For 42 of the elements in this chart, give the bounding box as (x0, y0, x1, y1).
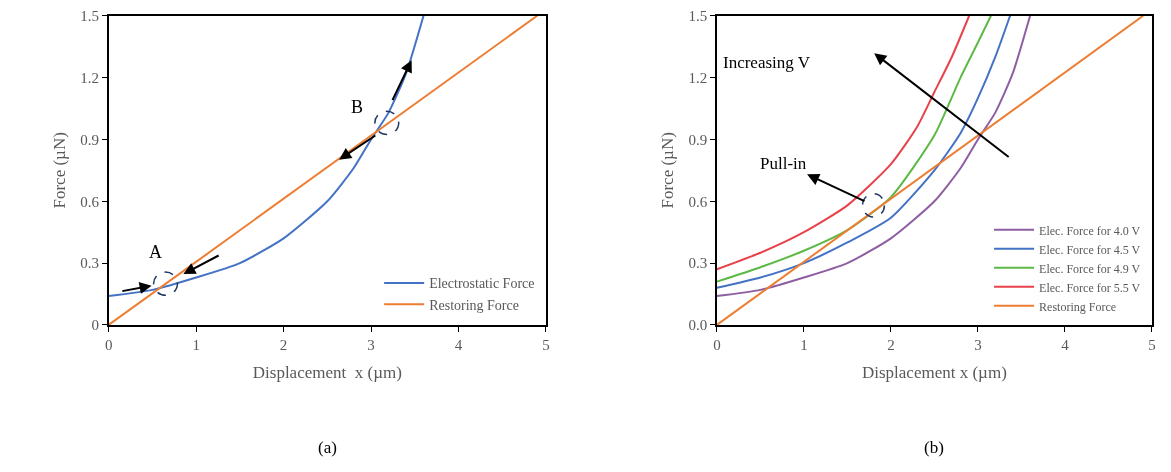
y-tick-label: 0.3 (688, 255, 708, 272)
x-tick-label: 1 (800, 336, 808, 353)
legend-label: Elec. Force for 5.5 V (1039, 280, 1141, 295)
y-tick-label: 0.0 (688, 317, 708, 334)
y-tick-label: 1.2 (688, 69, 708, 86)
text: (a) (318, 438, 337, 457)
y-tick-label: 1.2 (80, 69, 99, 86)
y-tick-label: 0.9 (80, 131, 99, 148)
y-tick-label: 1.5 (688, 8, 708, 24)
y-tick-label: 0.9 (688, 131, 708, 148)
y-axis-title: Force (µN) (658, 132, 678, 209)
annotation: Increasing V (723, 53, 811, 72)
annotation: B (351, 97, 364, 117)
annotation: A (149, 242, 162, 262)
legend-label: Elec. Force for 4.5 V (1039, 242, 1141, 257)
y-tick-label: 0.3 (80, 255, 99, 272)
text: (b) (924, 438, 944, 457)
legend-label: Elec. Force for 4.9 V (1039, 261, 1141, 276)
legend-label: Electrostatic Force (429, 276, 535, 292)
x-axis-title: Displacement x (µm) (252, 362, 402, 382)
y-tick-label: 1.5 (80, 8, 99, 24)
x-tick-label: 5 (542, 336, 550, 353)
legend-label: Elec. Force for 4.0 V (1039, 223, 1141, 238)
x-tick-label: 4 (1061, 336, 1070, 353)
x-tick-label: 5 (1148, 336, 1156, 353)
x-tick-label: 2 (887, 336, 895, 353)
legend-label: Restoring Force (1039, 299, 1117, 314)
y-tick-label: 0.6 (80, 193, 100, 210)
y-tick-label: 0.6 (688, 193, 708, 210)
x-tick-label: 2 (279, 336, 288, 353)
x-tick-label: 3 (367, 336, 375, 353)
legend-label: Restoring Force (429, 297, 519, 313)
annotation: Pull-in (760, 154, 807, 173)
y-tick-label: 0 (91, 317, 99, 334)
line-series (108, 15, 425, 298)
x-tick-label: 4 (454, 336, 463, 353)
x-tick-label: 0 (104, 336, 113, 353)
x-tick-label: 0 (713, 336, 721, 353)
x-tick-label: 3 (974, 336, 982, 353)
x-axis-title: Displacement x (µm) (861, 362, 1007, 382)
x-tick-label: 1 (192, 336, 200, 353)
y-axis-title: Force (µN) (50, 132, 70, 209)
